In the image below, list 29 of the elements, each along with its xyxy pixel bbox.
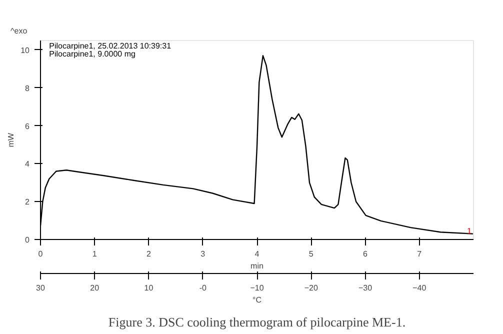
- x-axis-title: min: [250, 262, 264, 270]
- y-tick-label: 2: [25, 198, 30, 207]
- y-tick-label: 0: [25, 236, 30, 244]
- x2-tick-label: 30: [36, 284, 46, 292]
- text: ^exo: [10, 26, 28, 36]
- annotation: Pilocarpine1, 25.02.2013 10:39:31: [49, 41, 172, 50]
- y-tick-label: 8: [25, 84, 30, 93]
- y-tick-label: 4: [25, 160, 30, 169]
- annotation: Pilocarpine1, 9.0000 mg: [49, 49, 136, 58]
- y-tick-label: 10: [20, 46, 30, 55]
- x2-tick-label: -0: [199, 284, 207, 292]
- x-tick-label: 6: [363, 250, 368, 258]
- x-tick-label: 4: [254, 250, 260, 258]
- x2-tick-label: 10: [144, 284, 154, 292]
- x2-tick-label: 20: [90, 284, 100, 292]
- y-axis-title: mW: [6, 132, 16, 148]
- x-tick-label: 0: [38, 250, 44, 258]
- x2-tick-label: −40: [412, 284, 427, 292]
- x-tick-label: 7: [417, 250, 422, 258]
- x2-tick-label: −10: [250, 284, 264, 292]
- x-tick-label: 2: [146, 250, 152, 258]
- x2-tick-label: −30: [358, 284, 373, 292]
- y-tick-label: 6: [25, 122, 30, 131]
- x-tick-label: 1: [92, 250, 98, 258]
- text: Figure 3. DSC cooling thermogram of pilocarpine ME-1.: [108, 314, 406, 330]
- x2-axis-title: °C: [252, 296, 262, 304]
- x-tick-label: 3: [200, 250, 206, 258]
- x-tick-label: 5: [308, 250, 314, 258]
- x2-tick-label: −20: [304, 284, 318, 292]
